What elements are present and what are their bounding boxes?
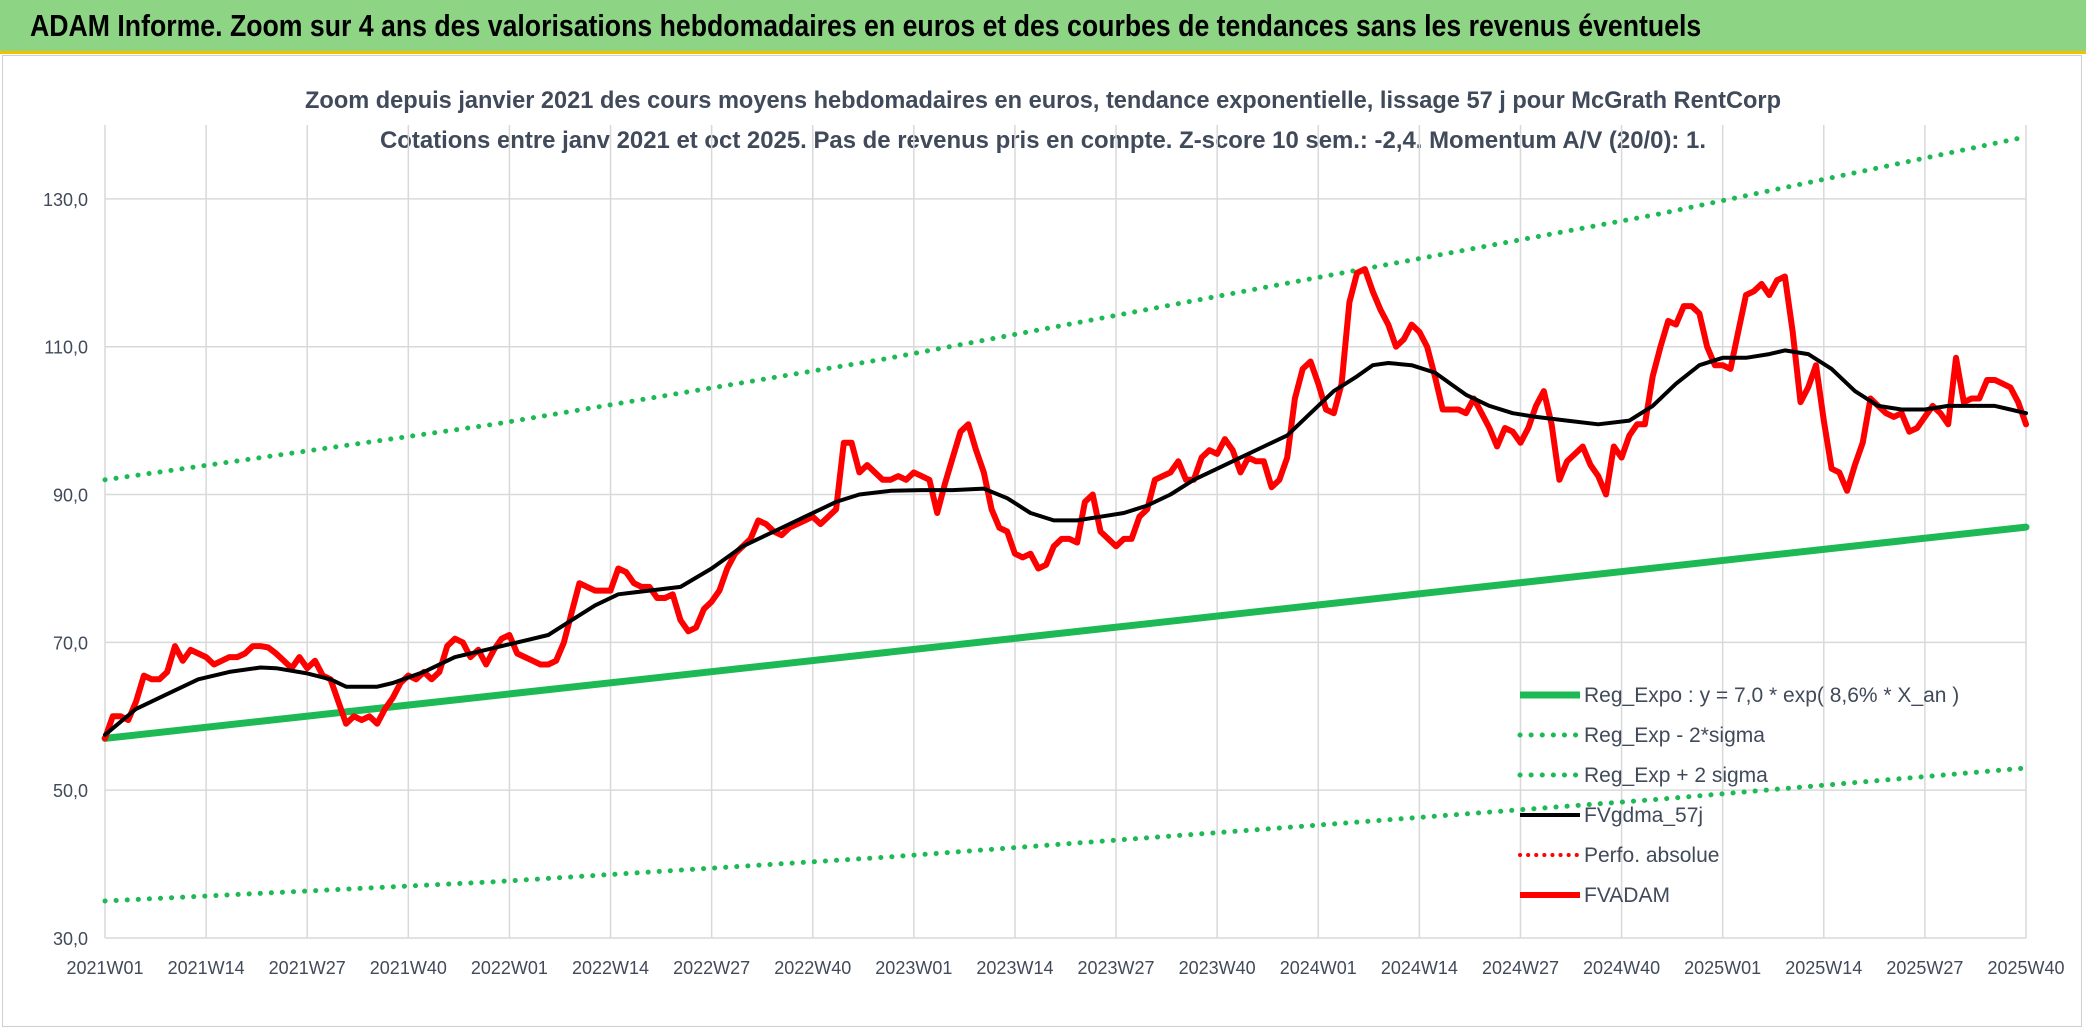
series	[101, 134, 2030, 904]
report-banner: ADAM Informe. Zoom sur 4 ans des valoris…	[0, 0, 2086, 54]
x-tick-label: 2022W01	[471, 958, 548, 978]
y-tick-label: 90,0	[53, 486, 88, 506]
legend-label: Reg_Expo : y = 7,0 * exp( 8,6% * X_an )	[1584, 684, 1959, 707]
trend-line	[101, 523, 2030, 742]
x-tick-label: 2024W14	[1381, 958, 1458, 978]
legend-label: FVgdma_57j	[1584, 804, 1703, 827]
chart-title: Zoom depuis janvier 2021 des cours moyen…	[305, 87, 1781, 114]
legend-label: FVADAM	[1584, 884, 1670, 907]
x-tick-label: 2024W01	[1280, 958, 1357, 978]
x-tick-label: 2025W01	[1684, 958, 1761, 978]
y-tick-label: 70,0	[53, 633, 88, 653]
y-tick-label: 130,0	[43, 190, 88, 210]
report-title: ADAM Informe. Zoom sur 4 ans des valoris…	[30, 8, 1702, 43]
x-tick-label: 2025W14	[1785, 958, 1862, 978]
x-tick-label: 2025W40	[1987, 958, 2064, 978]
x-tick-label: 2024W27	[1482, 958, 1559, 978]
legend-label: Perfo. absolue	[1584, 844, 1719, 867]
upper-band-line	[102, 134, 2029, 483]
x-tick-label: 2023W14	[976, 958, 1053, 978]
smoothed-line	[103, 348, 2028, 737]
y-axis-ticks: 30,0 50,0 70,0 90,0 110,0 130,0	[43, 190, 88, 949]
x-tick-label: 2022W14	[572, 958, 649, 978]
x-tick-label: 2024W40	[1583, 958, 1660, 978]
grid	[104, 125, 2027, 939]
x-tick-label: 2021W27	[269, 958, 346, 978]
x-tick-label: 2021W01	[66, 958, 143, 978]
x-tick-label: 2021W40	[370, 958, 447, 978]
legend-label: Reg_Exp + 2 sigma	[1584, 764, 1768, 787]
price-line	[102, 266, 2029, 742]
x-tick-label: 2022W40	[774, 958, 851, 978]
x-tick-label: 2023W40	[1179, 958, 1256, 978]
x-axis-ticks: 2021W01 2021W14 2021W27 2021W40 2022W01 2022W…	[66, 958, 2064, 978]
x-tick-label: 2023W01	[875, 958, 952, 978]
legend-label: Reg_Exp - 2*sigma	[1584, 724, 1765, 747]
x-tick-label: 2023W27	[1078, 958, 1155, 978]
chart-frame	[2, 55, 2082, 1027]
legend: Reg_Expo : y = 7,0 * exp( 8,6% * X_an ) R…	[1517, 684, 1959, 907]
chart-subtitle: Cotations entre janv 2021 et oct 2025. P…	[380, 127, 1706, 154]
y-tick-label: 110,0	[44, 338, 88, 358]
x-tick-label: 2022W27	[673, 958, 750, 978]
y-tick-label: 50,0	[53, 781, 88, 801]
x-tick-label: 2025W27	[1886, 958, 1963, 978]
lower-band-line	[102, 765, 2029, 904]
x-tick-label: 2021W14	[168, 958, 245, 978]
y-tick-label: 30,0	[53, 929, 88, 949]
